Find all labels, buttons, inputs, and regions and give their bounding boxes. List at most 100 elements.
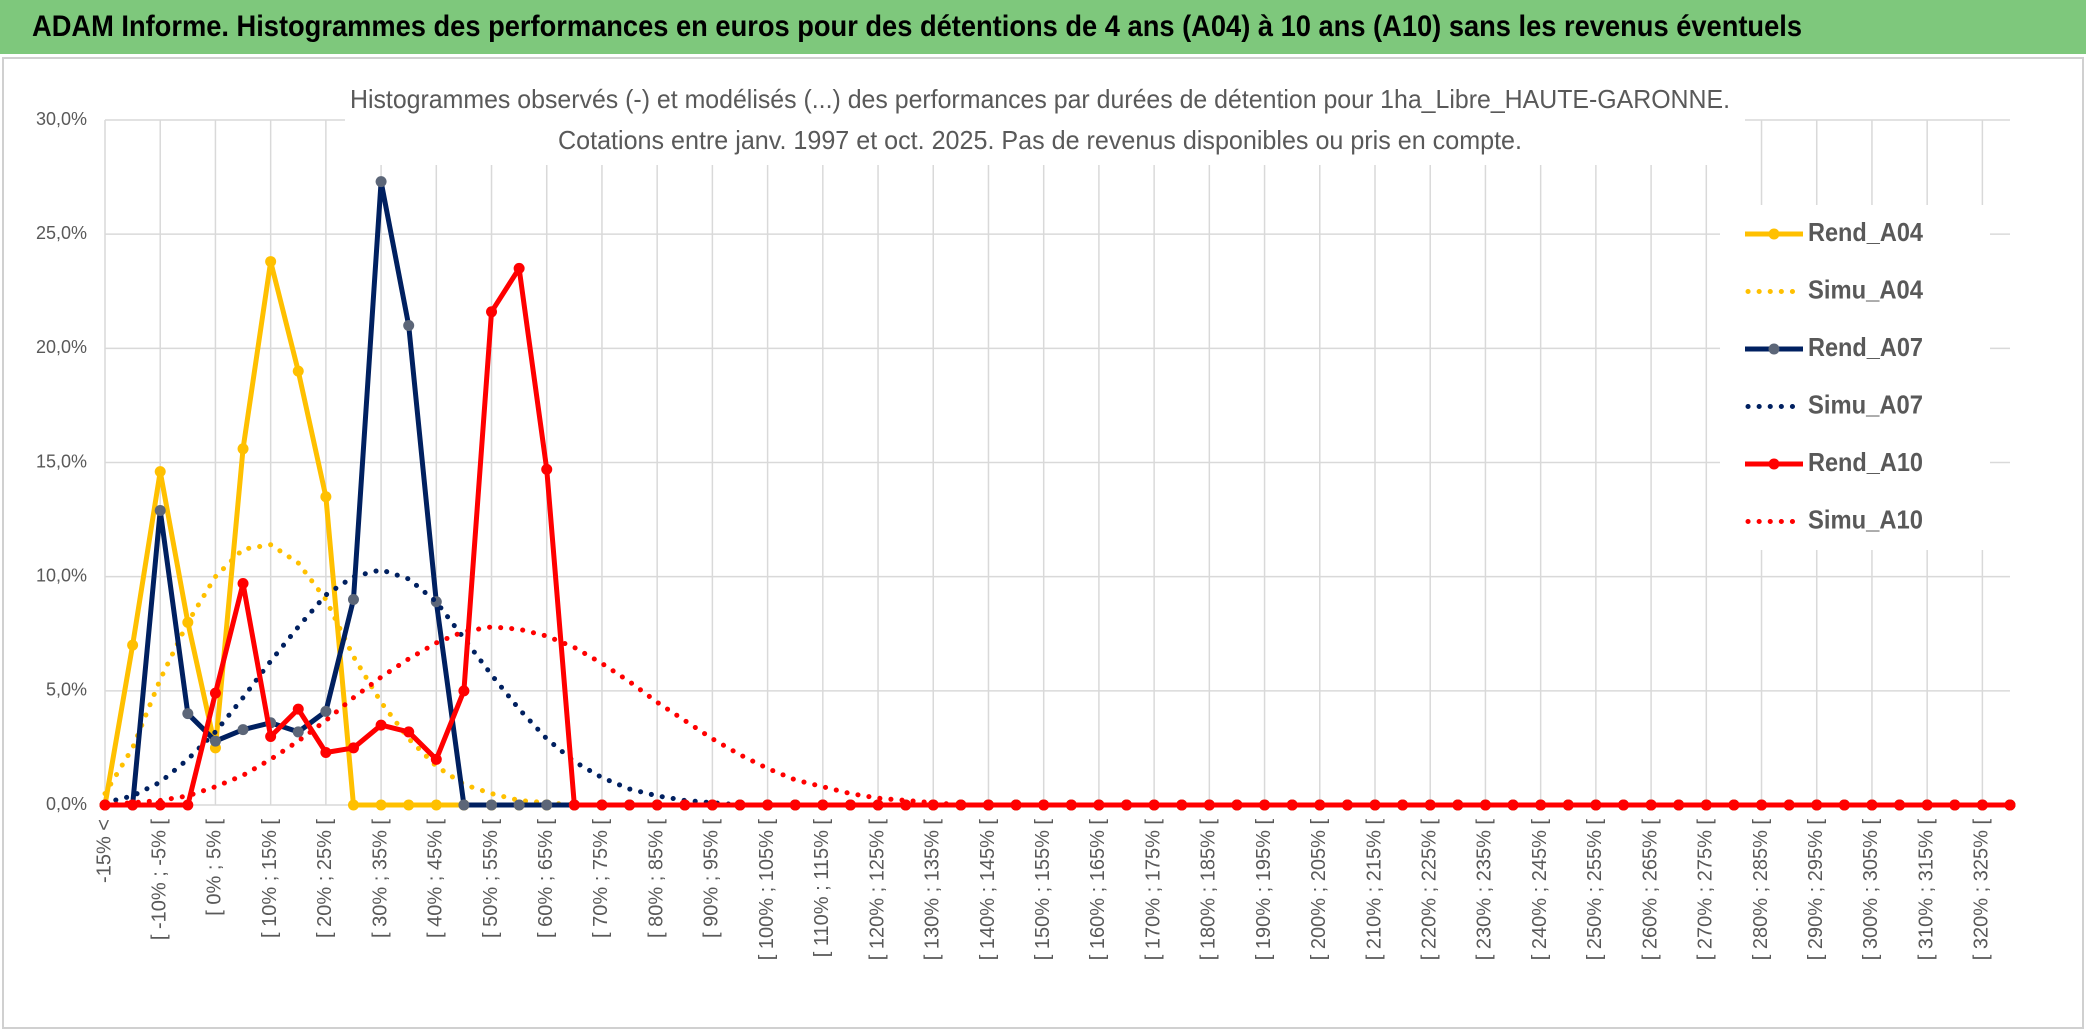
data-point xyxy=(486,799,498,811)
x-tick-label: [ 270% ; 275% [ xyxy=(1695,819,1717,961)
x-tick-label: [ 100% ; 105% [ xyxy=(756,819,778,961)
data-point xyxy=(237,443,249,455)
data-point xyxy=(596,799,608,811)
data-point xyxy=(955,799,967,811)
data-point xyxy=(817,799,829,811)
x-tick-label: [ 300% ; 305% [ xyxy=(1860,819,1882,961)
data-point xyxy=(403,726,415,738)
data-point xyxy=(292,365,304,377)
x-tick-label: [ 240% ; 245% [ xyxy=(1529,819,1551,961)
data-point xyxy=(1976,799,1988,811)
data-point xyxy=(1148,799,1160,811)
data-point xyxy=(347,799,359,811)
data-point xyxy=(320,705,332,717)
x-tick-label: [ 20% ; 25% [ xyxy=(314,819,336,938)
y-tick-label: 25,0% xyxy=(36,223,87,243)
data-point xyxy=(679,799,691,811)
data-point xyxy=(237,578,249,590)
x-tick-label: [ 230% ; 235% [ xyxy=(1474,819,1496,961)
x-tick-label: [ 130% ; 135% [ xyxy=(922,819,944,961)
data-point xyxy=(430,799,442,811)
data-point xyxy=(320,746,332,758)
data-point xyxy=(1535,799,1547,811)
x-tick-label: [ 120% ; 125% [ xyxy=(866,819,888,961)
data-point xyxy=(458,685,470,697)
data-point xyxy=(265,256,277,268)
data-point xyxy=(127,639,139,651)
x-tick-label: [ 210% ; 215% [ xyxy=(1363,819,1385,961)
data-point xyxy=(182,799,194,811)
data-point xyxy=(154,504,166,516)
x-tick-label: [ 200% ; 205% [ xyxy=(1308,819,1330,961)
title-background xyxy=(345,80,1745,165)
data-point xyxy=(375,799,387,811)
data-point xyxy=(1700,799,1712,811)
data-point xyxy=(127,799,139,811)
data-point xyxy=(182,708,194,720)
data-point xyxy=(154,799,166,811)
legend-label: Simu_A07 xyxy=(1808,389,1923,419)
data-point xyxy=(1866,799,1878,811)
data-point xyxy=(458,799,470,811)
data-point xyxy=(1010,799,1022,811)
x-tick-label: [ 280% ; 285% [ xyxy=(1750,819,1772,961)
y-tick-label: 5,0% xyxy=(46,680,87,700)
data-point xyxy=(347,594,359,605)
data-point xyxy=(1645,799,1657,811)
data-point xyxy=(1259,799,1271,811)
legend-marker xyxy=(1768,343,1780,355)
data-point xyxy=(209,735,221,747)
x-tick-label: [ 310% ; 315% [ xyxy=(1915,819,1937,961)
data-point xyxy=(568,799,580,811)
data-point xyxy=(624,799,636,811)
y-tick-label: 20,0% xyxy=(36,337,87,357)
data-point xyxy=(292,726,304,738)
data-point xyxy=(265,731,277,742)
data-point xyxy=(292,703,304,715)
chart-title: Cotations entre janv. 1997 et oct. 2025.… xyxy=(558,125,1522,155)
data-point xyxy=(1065,799,1077,811)
data-point xyxy=(1756,799,1768,811)
data-point xyxy=(844,799,856,811)
y-tick-label: 0,0% xyxy=(46,794,87,814)
data-point xyxy=(706,799,718,811)
data-point xyxy=(1093,799,1105,811)
data-point xyxy=(762,799,774,811)
x-tick-label: [ 250% ; 255% [ xyxy=(1584,819,1606,961)
data-point xyxy=(1811,799,1823,811)
x-tick-label: [ 50% ; 55% [ xyxy=(480,819,502,938)
chart-frame xyxy=(2,57,2084,1029)
x-tick-label: [ 260% ; 265% [ xyxy=(1639,819,1661,961)
data-point xyxy=(1921,799,1933,811)
legend-label: Simu_A04 xyxy=(1808,274,1923,304)
x-tick-label: -15% < xyxy=(93,819,115,883)
y-tick-label: 10,0% xyxy=(36,565,87,585)
legend-label: Rend_A10 xyxy=(1808,447,1923,477)
data-point xyxy=(927,799,939,811)
data-point xyxy=(651,799,663,811)
legend-label: Rend_A07 xyxy=(1808,332,1923,362)
data-point xyxy=(154,466,166,478)
legend-label: Simu_A10 xyxy=(1808,504,1923,534)
data-point xyxy=(872,799,884,811)
data-point xyxy=(320,491,332,503)
x-tick-label: [ 140% ; 145% [ xyxy=(977,819,999,961)
data-point xyxy=(2004,799,2016,811)
legend-marker xyxy=(1768,458,1780,470)
legend-marker xyxy=(1768,228,1780,240)
data-point xyxy=(403,799,415,811)
header-banner xyxy=(0,0,2086,54)
legend-label: Rend_A04 xyxy=(1808,217,1923,247)
x-tick-label: [ 60% ; 65% [ xyxy=(535,819,557,938)
series-line xyxy=(102,624,2013,808)
data-point xyxy=(347,742,359,754)
data-point xyxy=(1590,799,1602,811)
x-tick-label: [ 160% ; 165% [ xyxy=(1087,819,1109,961)
data-point xyxy=(1479,799,1491,811)
x-tick-label: [ 90% ; 95% [ xyxy=(701,819,723,938)
x-tick-label: [ 10% ; 15% [ xyxy=(259,819,281,938)
y-tick-label: 30,0% xyxy=(36,109,87,129)
data-point xyxy=(209,687,221,699)
